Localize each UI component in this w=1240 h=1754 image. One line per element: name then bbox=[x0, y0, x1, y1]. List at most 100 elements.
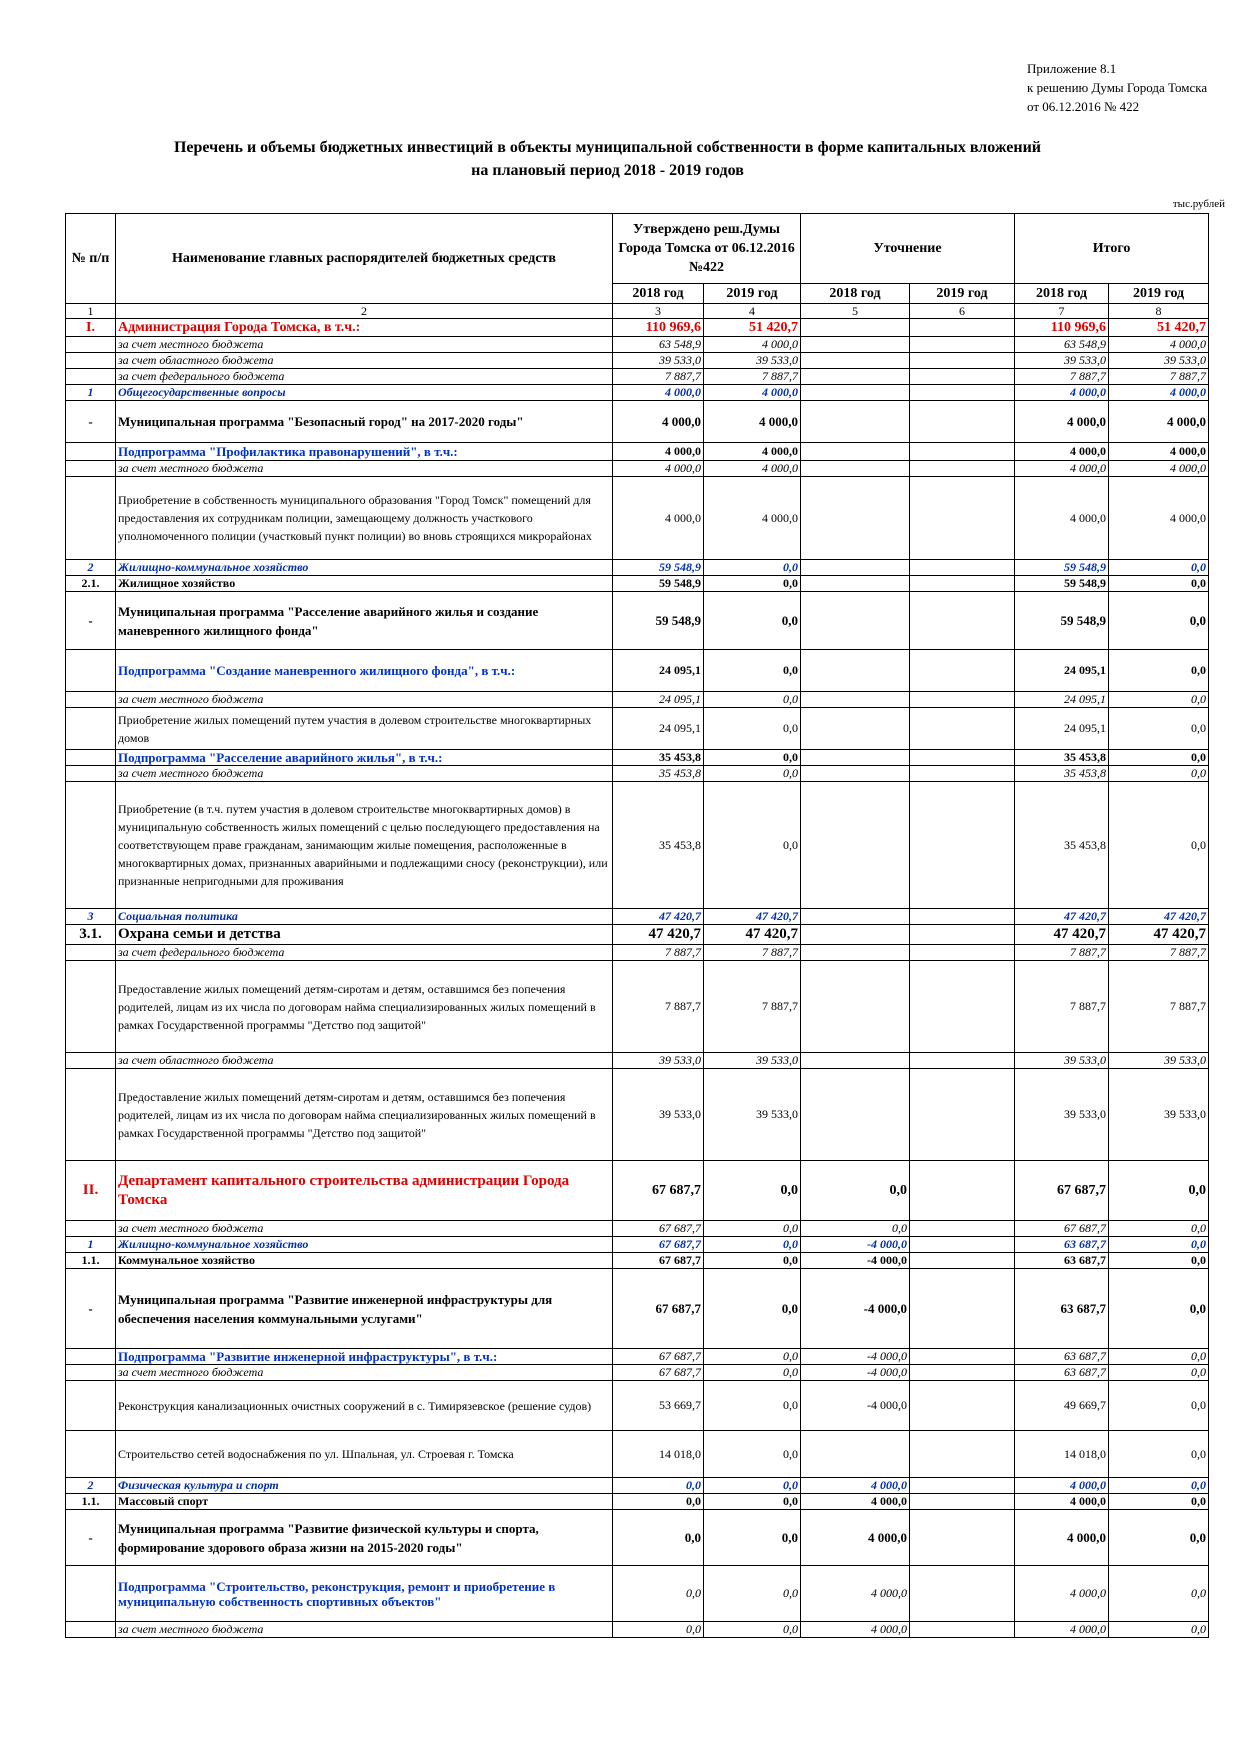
clarification-2019 bbox=[909, 908, 1016, 925]
table-row: 1.1. Массовый спорт 0,0 0,0 4 000,0 4 000,0 0,… bbox=[65, 1493, 1210, 1510]
total-2019: 0,0 bbox=[1108, 1509, 1210, 1566]
table-row: за счет местного бюджета 0,0 0,0 4 000,0 4 0… bbox=[65, 1621, 1210, 1638]
approved-2018: 7 887,7 bbox=[612, 944, 704, 961]
approved-2018: 0,0 bbox=[612, 1621, 704, 1638]
col-approved-header: Утверждено реш.Думы Города Томска от 06.… bbox=[611, 213, 802, 284]
table-row: Предоставление жилых помещений детям-сир… bbox=[65, 960, 1210, 1053]
clarification-2018 bbox=[800, 908, 911, 925]
row-name: Подпрограмма "Создание маневренного жили… bbox=[115, 649, 613, 692]
row-number bbox=[65, 944, 116, 961]
total-2018: 24 095,1 bbox=[1014, 707, 1110, 750]
clarification-2018 bbox=[800, 707, 911, 750]
col-number: 2 bbox=[115, 303, 613, 319]
clarification-2018 bbox=[800, 781, 911, 909]
appendix-line-3: от 06.12.2016 № 422 bbox=[1027, 99, 1140, 114]
approved-2019: 4 000,0 bbox=[702, 400, 802, 443]
row-name: за счет федерального бюджета bbox=[115, 368, 613, 385]
clarification-2018 bbox=[800, 336, 911, 353]
table-row: II. Департамент капитального строительств… bbox=[65, 1160, 1210, 1221]
total-2018: 49 669,7 bbox=[1014, 1380, 1110, 1431]
clarification-2019 bbox=[909, 1621, 1016, 1638]
row-number bbox=[65, 691, 116, 708]
clarification-2019 bbox=[909, 460, 1016, 477]
row-name: Муниципальная программа "Развитие инжене… bbox=[115, 1268, 613, 1349]
clarification-2018 bbox=[800, 591, 911, 650]
total-2018: 4 000,0 bbox=[1014, 476, 1110, 560]
clarification-2019 bbox=[909, 336, 1016, 353]
row-number bbox=[65, 442, 116, 461]
appendix-line-2: к решению Думы Города Томска bbox=[1027, 80, 1208, 95]
row-number: 2 bbox=[65, 559, 116, 576]
approved-2019: 4 000,0 bbox=[702, 442, 802, 461]
approved-2018: 59 548,9 bbox=[612, 575, 704, 592]
row-name: Социальная политика bbox=[115, 908, 613, 925]
clarification-2018 bbox=[800, 924, 911, 945]
clarification-2018 bbox=[800, 960, 911, 1053]
total-2019: 0,0 bbox=[1108, 1477, 1210, 1494]
year-2019-approved: 2019 год bbox=[702, 283, 802, 304]
row-name: Приобретение в собственность муниципальн… bbox=[115, 476, 613, 560]
row-name: за счет областного бюджета bbox=[115, 352, 613, 369]
row-number: 1.1. bbox=[65, 1252, 116, 1269]
clarification-2019 bbox=[909, 749, 1016, 766]
clarification-2019 bbox=[909, 1493, 1016, 1510]
total-2018: 35 453,8 bbox=[1014, 765, 1110, 782]
clarification-2019 bbox=[909, 1052, 1016, 1069]
approved-2019: 0,0 bbox=[702, 1220, 802, 1237]
row-name: Жилищно-коммунальное хозяйство bbox=[115, 1236, 613, 1253]
approved-2018: 4 000,0 bbox=[612, 442, 704, 461]
approved-2018: 59 548,9 bbox=[612, 559, 704, 576]
row-name: Общегосударственные вопросы bbox=[115, 384, 613, 401]
approved-2018: 14 018,0 bbox=[612, 1430, 704, 1478]
row-number: 1.1. bbox=[65, 1493, 116, 1510]
approved-2018: 39 533,0 bbox=[612, 1052, 704, 1069]
total-2019: 4 000,0 bbox=[1108, 400, 1210, 443]
total-2018: 47 420,7 bbox=[1014, 908, 1110, 925]
total-2019: 47 420,7 bbox=[1108, 908, 1210, 925]
row-number bbox=[65, 1430, 116, 1478]
approved-2019: 39 533,0 bbox=[702, 352, 802, 369]
approved-2019: 0,0 bbox=[702, 1493, 802, 1510]
total-2019: 51 420,7 bbox=[1108, 318, 1210, 337]
total-2019: 39 533,0 bbox=[1108, 1052, 1210, 1069]
total-2018: 59 548,9 bbox=[1014, 575, 1110, 592]
clarification-2018: 4 000,0 bbox=[800, 1493, 911, 1510]
table-row: за счет федерального бюджета 7 887,7 7 887… bbox=[65, 368, 1210, 385]
total-2019: 4 000,0 bbox=[1108, 442, 1210, 461]
approved-2019: 0,0 bbox=[702, 559, 802, 576]
clarification-2018 bbox=[800, 1052, 911, 1069]
row-name: за счет федерального бюджета bbox=[115, 944, 613, 961]
total-2019: 0,0 bbox=[1108, 1364, 1210, 1381]
table-row: за счет местного бюджета 4 000,0 4 000,0 4 … bbox=[65, 460, 1210, 477]
approved-2019: 7 887,7 bbox=[702, 960, 802, 1053]
total-2018: 4 000,0 bbox=[1014, 400, 1110, 443]
year-2019-total: 2019 год bbox=[1108, 283, 1210, 304]
row-number bbox=[65, 1220, 116, 1237]
col-clarification-header: Уточнение bbox=[800, 213, 1016, 284]
approved-2018: 0,0 bbox=[612, 1477, 704, 1494]
approved-2019: 0,0 bbox=[702, 1236, 802, 1253]
table-row: 2 Физическая культура и спорт 0,0 0,0 4 000,… bbox=[65, 1477, 1210, 1494]
total-2019: 0,0 bbox=[1108, 1160, 1210, 1221]
row-number: 1 bbox=[65, 384, 116, 401]
clarification-2018: 4 000,0 bbox=[800, 1477, 911, 1494]
total-2018: 63 687,7 bbox=[1014, 1364, 1110, 1381]
table-row: 1.1. Коммунальное хозяйство 67 687,7 0,0 -4 … bbox=[65, 1252, 1210, 1269]
row-name: Подпрограмма "Строительство, реконструкц… bbox=[115, 1565, 613, 1622]
table-row: Приобретение в собственность муниципальн… bbox=[65, 476, 1210, 560]
total-2018: 110 969,6 bbox=[1014, 318, 1110, 337]
approved-2018: 4 000,0 bbox=[612, 476, 704, 560]
total-2018: 24 095,1 bbox=[1014, 691, 1110, 708]
row-number bbox=[65, 1565, 116, 1622]
approved-2019: 0,0 bbox=[702, 1477, 802, 1494]
total-2019: 0,0 bbox=[1108, 591, 1210, 650]
year-2019-clarification: 2019 год bbox=[909, 283, 1016, 304]
approved-2019: 4 000,0 bbox=[702, 384, 802, 401]
approved-2019: 0,0 bbox=[702, 1268, 802, 1349]
col-number: 7 bbox=[1014, 303, 1110, 319]
row-number: - bbox=[65, 1509, 116, 1566]
table-row: за счет местного бюджета 67 687,7 0,0 -4 00… bbox=[65, 1364, 1210, 1381]
document-title-line-1: Перечень и объемы бюджетных инвестиций в… bbox=[173, 139, 1041, 156]
clarification-2018 bbox=[800, 476, 911, 560]
table-row: Строительство сетей водоснабжения по ул.… bbox=[65, 1430, 1210, 1478]
